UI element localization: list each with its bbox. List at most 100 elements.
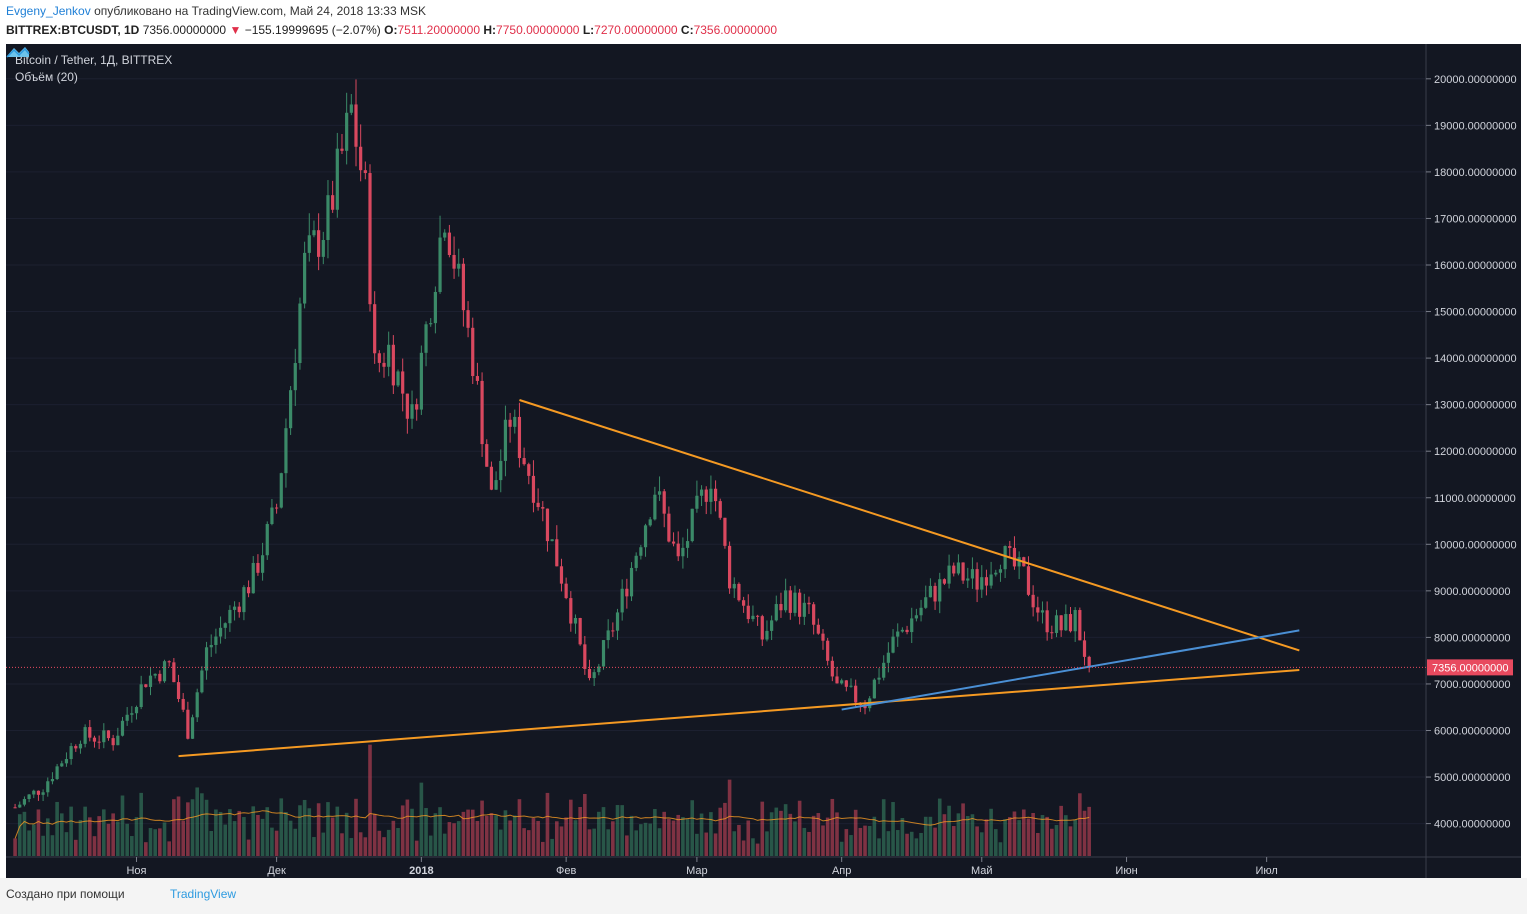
volume-bar [461,811,466,856]
volume-bar [302,799,307,856]
high-label: H: [483,23,497,37]
trendline-orange [178,668,1300,758]
volume-bar [284,812,288,856]
volume-bar [447,822,452,856]
volume-bar [354,798,358,856]
time-axis[interactable]: Ноя Дек 2018 Фев Мар Апр Май Июн Июл [126,857,1278,877]
candle-body [1017,557,1021,567]
candle-body [368,173,372,305]
volume-bar [130,836,134,856]
volume-bar [741,840,746,856]
candle-body [97,741,101,743]
volume-bar [1026,818,1031,856]
candle-body [120,720,125,736]
volume-bar [937,798,942,856]
volume-bar [265,807,270,856]
volume-bar [1082,810,1087,856]
candle-body [1040,610,1045,613]
volume-bar [849,835,853,856]
candle-body [667,513,671,542]
symbol-label: BITTREX:BTCUSDT, 1D [6,23,140,37]
candle-body [284,428,288,474]
volume-bar [671,820,676,856]
volume-bar [984,819,989,856]
volume-bar [148,828,153,856]
volume-bar [886,831,891,856]
candle-body [387,344,391,367]
volume-bar [592,828,596,856]
trendlines[interactable] [178,399,1300,758]
candle-body [779,604,783,611]
candle-body [134,707,139,714]
candle-body [653,494,657,520]
tradingview-link[interactable]: TradingView [170,887,237,901]
volume-bar [942,814,947,856]
candle-body [471,327,475,377]
volume-bar [881,799,886,856]
price-chart[interactable]: 20000.00000000 19000.00000000 18000.000000… [6,44,1521,878]
down-arrow-icon: ▼ [229,23,242,37]
current-price-marker: 7356.00000000 [6,659,1513,676]
volume-bar [863,825,867,856]
volume-bar [807,831,811,856]
volume-bar [274,830,279,856]
candle-body [569,598,573,624]
candle-body [578,618,582,645]
candle-body [363,170,367,174]
candle-body [910,618,914,633]
candle-body [933,585,937,602]
volume-bar [877,838,881,856]
volume-bar [657,828,662,856]
candle-body [793,592,797,613]
volume-bar [489,813,494,856]
candle-body [130,713,134,715]
volume-legend: Объём (20) [15,70,78,84]
candle-body [391,344,395,386]
volume-bar [858,827,863,856]
candle-body [410,404,414,419]
volume-bar [55,801,59,856]
volume-bar [802,827,807,856]
volume-bar [639,824,643,856]
volume-bar [895,830,900,856]
candle-body [527,464,531,476]
price-axis[interactable]: 20000.00000000 19000.00000000 18000.000000… [1426,74,1517,831]
volume-bar [50,835,55,856]
volume-bar [1050,828,1054,856]
volume-bar [340,833,344,856]
volume-bar [442,833,447,856]
volume-bar [872,816,877,856]
publish-info: опубликовано на TradingView.com, Май 24,… [94,4,426,18]
author-link[interactable]: Evgeny_Jenkov [6,4,91,18]
tradingview-logo-icon [6,47,30,58]
candle-body [55,766,59,780]
candle-body [844,680,848,687]
volume-bar [573,820,578,856]
y-tick-label: 5000.00000000 [1434,772,1510,784]
candle-body [503,419,508,461]
volume-bar [382,837,386,856]
volume-bar [667,818,671,856]
price-change: −155.19999695 (−2.07%) [244,23,381,37]
y-tick-label: 9000.00000000 [1434,586,1510,598]
candle-body [401,371,405,394]
candle-body [886,652,890,663]
volume-bar [144,842,148,856]
volume-bar [695,833,699,856]
volume-bar [1059,805,1063,856]
volume-bar [601,807,606,856]
volume-bar [167,841,171,856]
candle-body [1008,546,1012,548]
candle-body [648,519,652,526]
candle-body [415,404,419,410]
candle-body [919,607,923,616]
candle-body [742,600,746,606]
candle-body [429,323,433,325]
y-tick-label: 10000.00000000 [1434,539,1517,551]
volume-bar [172,799,176,856]
candle-body [345,112,349,151]
candle-body [601,640,606,667]
x-tick-label: Мар [686,865,708,877]
candle-body [821,633,825,641]
volume-bar [517,799,522,856]
